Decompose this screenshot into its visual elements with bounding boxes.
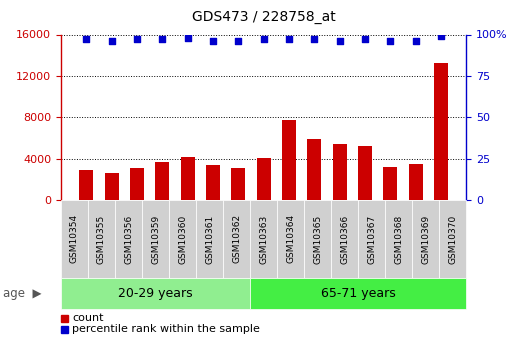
Text: age  ▶: age ▶ — [3, 287, 41, 300]
Text: GDS473 / 228758_at: GDS473 / 228758_at — [192, 10, 335, 24]
Text: GSM10364: GSM10364 — [286, 214, 295, 264]
Text: percentile rank within the sample: percentile rank within the sample — [72, 325, 260, 334]
Text: GSM10367: GSM10367 — [367, 214, 376, 264]
Point — [209, 38, 217, 44]
Text: GSM10356: GSM10356 — [124, 214, 133, 264]
Bar — [409, 164, 422, 200]
Point — [437, 33, 445, 39]
Bar — [307, 139, 321, 200]
Bar — [80, 170, 93, 200]
Text: 65-71 years: 65-71 years — [321, 287, 396, 300]
Text: GSM10365: GSM10365 — [313, 214, 322, 264]
Text: GSM10369: GSM10369 — [421, 214, 430, 264]
Point — [183, 35, 192, 41]
Bar — [257, 158, 271, 200]
Text: GSM10355: GSM10355 — [97, 214, 106, 264]
Bar — [181, 157, 195, 200]
Text: GSM10362: GSM10362 — [232, 214, 241, 264]
Bar — [232, 168, 245, 200]
Text: GSM10359: GSM10359 — [151, 214, 160, 264]
Point — [158, 37, 166, 42]
Text: GSM10366: GSM10366 — [340, 214, 349, 264]
Bar — [130, 168, 144, 200]
Text: count: count — [72, 313, 103, 323]
Point — [285, 37, 293, 42]
Point — [82, 37, 91, 42]
Point — [133, 37, 142, 42]
Bar — [105, 172, 119, 200]
Point — [259, 37, 268, 42]
Text: GSM10368: GSM10368 — [394, 214, 403, 264]
Text: GSM10361: GSM10361 — [205, 214, 214, 264]
Point — [108, 38, 116, 44]
Text: GSM10354: GSM10354 — [70, 214, 79, 264]
Point — [234, 38, 243, 44]
Bar — [434, 63, 448, 200]
Bar — [282, 120, 296, 200]
Bar — [383, 167, 398, 200]
Text: 20-29 years: 20-29 years — [118, 287, 193, 300]
Bar — [358, 146, 372, 200]
Point — [310, 37, 319, 42]
Point — [361, 37, 369, 42]
Point — [335, 38, 344, 44]
Point — [386, 38, 394, 44]
Bar — [155, 162, 169, 200]
Bar — [333, 144, 347, 200]
Point — [411, 38, 420, 44]
Bar — [206, 166, 220, 200]
Text: GSM10360: GSM10360 — [178, 214, 187, 264]
Text: GSM10370: GSM10370 — [448, 214, 457, 264]
Text: GSM10363: GSM10363 — [259, 214, 268, 264]
